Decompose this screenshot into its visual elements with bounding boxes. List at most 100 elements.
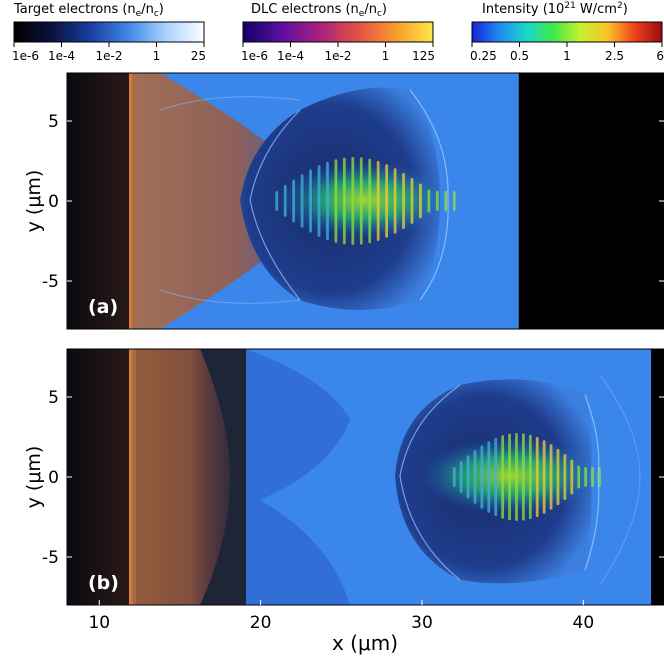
colorbar-tick-label: 0.25	[470, 49, 497, 63]
laser-fringe	[515, 433, 518, 521]
colorbar-tick-label: 1	[382, 49, 390, 63]
laser-fringe	[508, 433, 511, 521]
laser-fringe	[326, 161, 329, 241]
laser-fringe	[393, 168, 397, 234]
colorbar-target-bar	[13, 21, 205, 43]
panel-a-target-layer	[129, 73, 135, 329]
laser-fringe	[452, 191, 456, 211]
colorbar-tick-label: 1e-2	[96, 49, 123, 63]
laser-fringe	[487, 441, 491, 513]
colorbar-intensity-title: Intensity (1021 W/cm2)	[482, 1, 628, 17]
laser-fringe	[435, 191, 439, 211]
laser-fringe	[473, 450, 477, 504]
laser-fringe	[444, 191, 448, 211]
y-tick-label: -5	[42, 548, 59, 568]
laser-fringe	[501, 435, 505, 519]
panel-b-ylabel: y (μm)	[23, 446, 45, 509]
laser-fringe	[300, 174, 304, 228]
laser-fringe	[419, 183, 422, 219]
laser-fringe	[591, 467, 594, 487]
colorbar-target-ticks: 1e-6 1e-4 1e-2 1 25	[12, 42, 206, 63]
colorbar-tick-label: 1e-6	[12, 49, 39, 63]
laser-fringe	[376, 161, 380, 241]
panel-a-laser-fringes	[275, 157, 456, 245]
laser-fringe	[549, 444, 553, 510]
colorbar-target: Target electrons (ne/nc) 1e-6 1e-4 1e-2 1 25	[12, 2, 206, 63]
laser-fringe	[528, 434, 532, 520]
x-tick-label: 40	[573, 613, 595, 633]
colorbar-intensity: Intensity (1021 W/cm2) 0.25 0.5 1 2.5 6	[470, 1, 664, 63]
x-tick-label: 20	[250, 613, 272, 633]
colorbar-tick-label: 1	[153, 49, 161, 63]
laser-fringe	[542, 440, 546, 514]
laser-fringe	[452, 467, 456, 487]
laser-fringe	[584, 467, 588, 487]
laser-fringe	[292, 179, 296, 223]
panel-b-vacuum-region	[651, 349, 664, 605]
laser-fringe	[402, 172, 405, 230]
laser-fringe	[368, 158, 372, 244]
colorbar-intensity-bar	[471, 21, 663, 43]
panel-b: 5 0 -5 10 20 30 40 y (μm) x (μm) (b)	[23, 348, 664, 655]
panel-a-y-ticks: 5 0 -5	[42, 112, 664, 292]
x-tick-label: 10	[88, 613, 110, 633]
colorbar-intensity-ticks: 0.25 0.5 1 2.5 6	[470, 42, 664, 63]
colorbar-tick-label: 25	[191, 49, 206, 63]
panel-a-ylabel: y (μm)	[23, 170, 45, 233]
y-tick-label: -5	[42, 272, 59, 292]
laser-fringe	[309, 169, 312, 233]
colorbar-tick-label: 2.5	[605, 49, 624, 63]
y-tick-label: 0	[48, 192, 59, 212]
laser-fringe	[427, 189, 431, 213]
panel-b-y-ticks: 5 0 -5	[42, 388, 664, 568]
panel-b-label: (b)	[88, 572, 119, 594]
laser-fringe	[359, 157, 363, 245]
laser-fringe	[494, 437, 498, 517]
y-tick-label: 5	[48, 388, 59, 408]
panel-b-target-layer	[129, 349, 135, 605]
panel-b-xlabel: x (μm)	[332, 631, 398, 655]
laser-fringe	[351, 157, 355, 245]
colorbar-tick-label: 0.5	[510, 49, 529, 63]
colorbar-dlc-ticks: 1e-6 1e-4 1e-2 1 125	[241, 42, 435, 63]
laser-fringe	[570, 459, 574, 495]
colorbar-tick-label: 1e-4	[277, 49, 304, 63]
laser-fringe	[563, 454, 567, 500]
panel-a-label: (a)	[88, 296, 118, 318]
laser-fringe	[342, 157, 346, 245]
panel-a-left-vacuum	[67, 73, 131, 329]
y-tick-label: 5	[48, 112, 59, 132]
laser-fringe	[466, 455, 470, 499]
x-tick-label: 30	[411, 613, 433, 633]
colorbar-tick-label: 1e-2	[325, 49, 352, 63]
panel-b-plasma-plume	[131, 349, 230, 605]
panel-a: 5 0 -5 y (μm) (a)	[23, 72, 664, 330]
colorbar-tick-label: 125	[412, 49, 435, 63]
y-tick-label: 0	[48, 468, 59, 488]
panel-b-laser-fringes	[452, 433, 601, 521]
panel-b-left-vacuum	[67, 349, 131, 605]
panel-b-image	[67, 349, 664, 605]
colorbar-target-title: Target electrons (ne/nc)	[13, 2, 164, 19]
colorbar-dlc: DLC electrons (ne/nc) 1e-6 1e-4 1e-2 1 125	[241, 2, 435, 63]
colorbar-dlc-bar	[242, 21, 434, 43]
laser-fringe	[459, 461, 463, 493]
colorbar-tick-label: 1e-6	[241, 49, 268, 63]
colorbar-tick-label: 1	[563, 49, 571, 63]
laser-fringe	[556, 448, 560, 506]
colorbar-dlc-title: DLC electrons (ne/nc)	[251, 2, 387, 19]
panel-a-image	[67, 73, 664, 329]
laser-fringe	[317, 165, 321, 237]
panel-b-x-ticks: 10 20 30 40	[88, 600, 594, 633]
laser-fringe	[535, 437, 539, 517]
panel-a-vacuum-region	[518, 73, 664, 329]
laser-fringe	[275, 191, 279, 211]
colorbar-tick-label: 1e-4	[48, 49, 75, 63]
laser-fringe	[410, 178, 414, 224]
laser-fringe	[577, 465, 581, 489]
panel-a-pulse-glow	[280, 162, 450, 238]
laser-fringe	[480, 445, 484, 509]
panel-a-plasma-plume	[131, 73, 310, 329]
laser-fringe	[521, 433, 525, 521]
